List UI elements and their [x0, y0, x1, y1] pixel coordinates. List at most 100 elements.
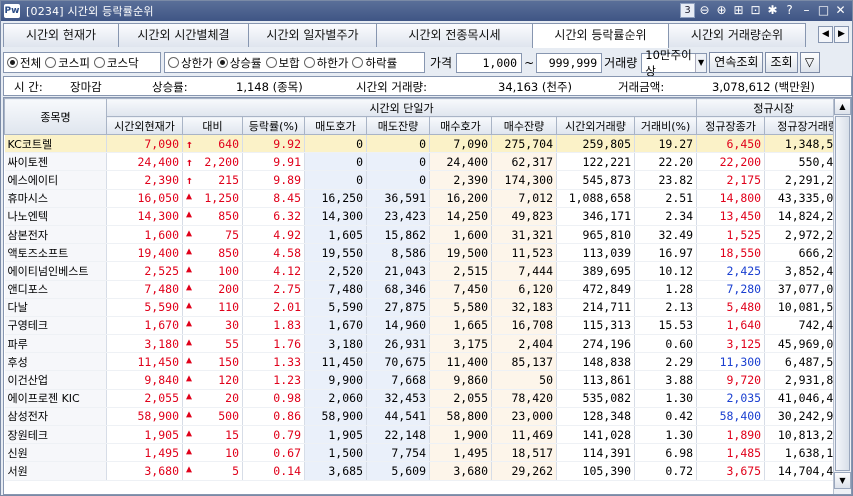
zoom-in-icon[interactable]: ⊕ [716, 3, 727, 17]
table-row[interactable]: 싸이토젠 24,400 ↑ 2,200 9.91 0 0 24,400 62,317 122,22… [4, 152, 851, 172]
header-bid-qty[interactable]: 매수잔량 [491, 116, 557, 135]
cell-ask-qty: 26,931 [366, 334, 430, 354]
table-row[interactable]: 신원 1,495 ▲ 10 0.67 1,500 7,754 1,495 18,517 114,3… [4, 443, 851, 463]
table-row[interactable]: 서원 3,680 ▲ 5 0.14 3,685 5,609 3,680 29,262 105,39… [4, 461, 851, 481]
header-ask-qty[interactable]: 매도잔량 [366, 116, 430, 135]
tab-next-icon[interactable]: ▶ [834, 26, 849, 43]
tab-after-hours-price[interactable]: 시간외 현재가 [3, 23, 119, 47]
cell-rate: 2.01 [242, 298, 305, 317]
up-arrow-icon: ▲ [186, 245, 193, 257]
auto-query-button[interactable]: 연속조회 [709, 52, 764, 73]
chevron-down-icon[interactable]: ▼ [694, 53, 707, 72]
scroll-thumb[interactable] [835, 116, 850, 471]
cell-ask: 58,900 [304, 407, 367, 427]
cell-stock-name[interactable]: 에이티넘인베스트 [4, 261, 107, 281]
cell-stock-name[interactable]: 이건산업 [4, 370, 107, 390]
zoom-out-icon[interactable]: ⊖ [699, 3, 710, 17]
header-bid[interactable]: 매수호가 [429, 116, 492, 135]
cell-stock-name[interactable]: 장원테크 [4, 425, 107, 445]
maximize-icon[interactable]: □ [817, 3, 830, 17]
radio-market-all[interactable]: 전체 [7, 55, 41, 71]
cell-change: ↑ 640 [182, 134, 243, 154]
tab-after-hours-volume-rank[interactable]: 시간외 거래량순위 [668, 23, 806, 47]
table-row[interactable]: 에스에이티 2,390 ↑ 215 9.89 0 0 2,390 174,300 545,873 2… [4, 170, 851, 190]
scroll-down-icon[interactable]: ▼ [834, 472, 851, 489]
cell-stock-name[interactable]: 후성 [4, 352, 107, 372]
radio-lower-limit[interactable]: 하한가 [303, 55, 348, 71]
cell-stock-name[interactable]: 서원 [4, 461, 107, 481]
cell-stock-name[interactable]: 삼본전자 [4, 225, 107, 245]
radio-rise-rate[interactable]: 상승률 [216, 55, 262, 71]
cell-stock-name[interactable]: 구영테크 [4, 316, 107, 336]
header-regular-close[interactable]: 정규장종가 [696, 116, 766, 135]
tab-prev-icon[interactable]: ◀ [818, 26, 833, 43]
table-row[interactable]: 다날 5,590 ▲ 110 2.01 5,590 27,875 5,580 32,183 214… [4, 298, 851, 317]
print-icon[interactable]: ⊡ [750, 3, 761, 17]
table-row[interactable]: 액토즈소프트 19,400 ▲ 850 4.58 19,550 8,586 19,500 11,… [4, 243, 851, 263]
header-change[interactable]: 대비 [182, 116, 243, 135]
table-row[interactable]: 삼본전자 1,600 ▲ 75 4.92 1,605 15,862 1,600 31,321 96… [4, 225, 851, 245]
price-from-input[interactable]: 1,000 [456, 52, 523, 73]
cell-stock-name[interactable]: 나노엔텍 [4, 207, 107, 226]
header-rate[interactable]: 등락률(%) [242, 116, 305, 135]
radio-market-kospi[interactable]: 코스피 [45, 55, 90, 71]
cell-stock-name[interactable]: 파루 [4, 334, 107, 354]
vertical-scrollbar[interactable]: ▲ ▼ [833, 98, 851, 494]
header-volume-ratio[interactable]: 거래비(%) [633, 116, 698, 135]
cell-change-value: 100 [218, 263, 239, 278]
tab-after-hours-by-day[interactable]: 시간외 일자별주가 [248, 23, 377, 47]
help-icon[interactable]: ? [786, 3, 793, 17]
cell-volume-ratio: 0.72 [634, 461, 698, 481]
screen-number-button[interactable]: 3 [680, 3, 695, 18]
header-volume[interactable]: 시간외거래량 [556, 116, 635, 135]
table-row[interactable]: 나노엔텍 14,300 ▲ 850 6.32 14,300 23,423 14,250 49,8… [4, 207, 851, 226]
table-row[interactable]: 구영테크 1,670 ▲ 30 1.83 1,670 14,960 1,665 16,708 11… [4, 316, 851, 336]
radio-fall-rate[interactable]: 하락률 [352, 55, 397, 71]
table-row[interactable]: 장원테크 1,905 ▲ 15 0.79 1,905 22,148 1,900 11,469 14… [4, 425, 851, 445]
cell-stock-name[interactable]: 에스에이티 [4, 170, 107, 190]
cell-stock-name[interactable]: KC코트렐 [4, 134, 107, 154]
table-row[interactable]: 파루 3,180 ▲ 55 1.76 3,180 26,931 3,175 2,404 274,1… [4, 334, 851, 354]
settings-icon[interactable]: ✱ [767, 3, 778, 17]
tab-after-hours-all-stocks[interactable]: 시간외 전종목시세 [376, 23, 533, 47]
table-row[interactable]: 삼성전자 58,900 ▲ 500 0.86 58,900 44,541 58,800 23,0… [4, 407, 851, 427]
cell-price: 1,600 [106, 225, 183, 245]
radio-unchanged[interactable]: 보합 [265, 55, 300, 71]
cell-stock-name[interactable]: 삼성전자 [4, 407, 107, 427]
tab-after-hours-rate-rank[interactable]: 시간외 등락률순위 [532, 23, 669, 48]
filter-icon[interactable]: ▽ [799, 52, 820, 73]
header-stock-name[interactable]: 종목명 [4, 98, 107, 135]
cell-bid: 2,055 [429, 389, 492, 408]
header-after-hours-group: 시간외 단일가 [105, 98, 698, 117]
tab-after-hours-by-time[interactable]: 시간외 시간별체결 [118, 23, 249, 47]
minimize-icon[interactable]: – [803, 3, 810, 17]
radio-market-kosdaq[interactable]: 코스닥 [93, 55, 139, 71]
price-to-input[interactable]: 999,999 [536, 52, 603, 73]
query-button[interactable]: 조회 [765, 52, 798, 73]
table-row[interactable]: 에이프로젠 KIC 2,055 ▲ 20 0.98 2,060 32,453 2,055 78,… [4, 389, 851, 408]
cell-ask-qty: 0 [366, 152, 430, 172]
cell-stock-name[interactable]: 앤디포스 [4, 280, 107, 299]
table-row[interactable]: 후성 11,450 ▲ 150 1.33 11,450 70,675 11,400 85,137… [4, 352, 851, 372]
radio-upper-limit[interactable]: 상한가 [168, 55, 213, 71]
cell-stock-name[interactable]: 휴마시스 [4, 189, 107, 208]
cell-stock-name[interactable]: 싸이토젠 [4, 152, 107, 172]
table-row[interactable]: KC코트렐 7,090 ↑ 640 9.92 0 0 7,090 275,704 259,805 1… [4, 134, 851, 154]
header-price[interactable]: 시간외현재가 [106, 116, 183, 135]
header-ask[interactable]: 매도호가 [304, 116, 367, 135]
close-icon[interactable]: ✕ [835, 3, 846, 17]
header-regular-volume[interactable]: 정규장거래량 [764, 116, 851, 135]
cell-price: 16,050 [106, 189, 183, 208]
header-regular-group: 정규시장 [696, 98, 851, 117]
table-row[interactable]: 에이티넘인베스트 2,525 ▲ 100 4.12 2,520 21,043 2,515 7,4… [4, 261, 851, 281]
table-row[interactable]: 이건산업 9,840 ▲ 120 1.23 9,900 7,668 9,860 50 113,86… [4, 370, 851, 390]
volume-select[interactable]: 10만주이상 ▼ [641, 48, 708, 78]
table-row[interactable]: 앤디포스 7,480 ▲ 200 2.75 7,480 68,346 7,450 6,120 47… [4, 280, 851, 299]
link-window-icon[interactable]: ⊞ [733, 3, 744, 17]
table-row[interactable]: 휴마시스 16,050 ▲ 1,250 8.45 16,250 36,591 16,200 7,… [4, 189, 851, 208]
cell-stock-name[interactable]: 다날 [4, 298, 107, 317]
scroll-up-icon[interactable]: ▲ [834, 98, 851, 115]
cell-stock-name[interactable]: 신원 [4, 443, 107, 463]
cell-stock-name[interactable]: 액토즈소프트 [4, 243, 107, 263]
cell-stock-name[interactable]: 에이프로젠 KIC [4, 389, 107, 408]
